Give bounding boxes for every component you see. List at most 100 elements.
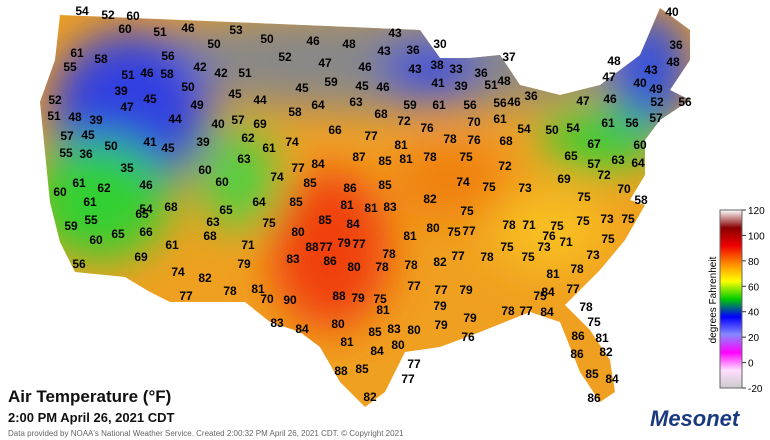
temperature-label: 77 (566, 282, 580, 296)
temperature-label: 56 (463, 98, 477, 112)
temperature-label: 79 (237, 257, 251, 271)
temperature-label: 86 (343, 181, 357, 195)
temperature-label: 61 (262, 141, 276, 155)
temperature-label: 57 (60, 129, 74, 143)
temperature-label: 58 (94, 52, 108, 66)
temperature-label: 81 (340, 335, 354, 349)
temperature-label: 64 (311, 98, 325, 112)
temperature-label: 78 (423, 150, 437, 164)
temperature-label: 63 (611, 153, 625, 167)
temperature-label: 43 (408, 62, 422, 76)
temperature-label: 75 (601, 232, 615, 246)
temperature-label: 84 (370, 344, 384, 358)
temperature-label: 86 (570, 347, 584, 361)
temperature-label: 49 (649, 82, 663, 96)
temperature-label: 45 (355, 79, 369, 93)
temperature-label: 46 (376, 80, 390, 94)
temperature-label: 45 (228, 87, 242, 101)
temperature-label: 65 (135, 207, 149, 221)
temperature-label: 36 (406, 43, 420, 57)
temperature-label: 66 (328, 123, 342, 137)
temperature-label: 78 (404, 258, 418, 272)
temperature-label: 56 (678, 95, 692, 109)
temperature-label: 61 (83, 195, 97, 209)
temperature-label: 69 (134, 250, 148, 264)
temperature-label: 75 (460, 204, 474, 218)
temperature-label: 50 (181, 80, 195, 94)
temperature-label: 56 (493, 96, 507, 110)
temperature-label: 52 (650, 95, 664, 109)
temperature-label: 46 (603, 92, 617, 106)
temperature-label: 75 (500, 240, 514, 254)
temperature-label: 64 (631, 156, 645, 170)
temperature-label: 54 (517, 122, 531, 136)
temperature-label: 52 (278, 50, 292, 64)
temperature-label: 41 (431, 76, 445, 90)
temperature-label: 82 (423, 192, 437, 206)
temperature-label: 30 (433, 37, 447, 51)
temperature-label: 73 (537, 240, 551, 254)
temperature-label: 71 (559, 235, 573, 249)
temperature-label: 55 (84, 213, 98, 227)
temperature-label: 59 (324, 75, 338, 89)
legend-title: degrees Fahrenheit (708, 256, 719, 343)
temperature-label: 46 (181, 21, 195, 35)
temperature-label: 50 (545, 123, 559, 137)
temperature-label: 78 (501, 304, 515, 318)
temperature-label: 85 (355, 362, 369, 376)
temperature-label: 74 (270, 170, 284, 184)
temperature-label: 40 (633, 76, 647, 90)
temperature-label: 84 (540, 305, 554, 319)
legend-tick-label: 20 (748, 333, 760, 344)
temperature-label: 51 (238, 66, 252, 80)
temperature-label: 62 (97, 181, 111, 195)
temperature-label: 73 (600, 212, 614, 226)
temperature-label: 81 (340, 198, 354, 212)
temperature-label: 72 (597, 168, 611, 182)
temperature-label: 86 (571, 329, 585, 343)
temperature-label: 81 (364, 201, 378, 215)
temperature-label: 47 (120, 100, 134, 114)
temperature-label: 71 (522, 218, 536, 232)
temperature-label: 74 (456, 175, 470, 189)
temperature-label: 77 (291, 161, 305, 175)
temperature-label: 48 (607, 54, 621, 68)
temperature-label: 65 (219, 203, 233, 217)
temperature-label: 77 (179, 289, 193, 303)
temperature-label: 78 (382, 247, 396, 261)
temperature-label: 48 (497, 74, 511, 88)
temperature-label: 63 (206, 215, 220, 229)
temperature-label: 36 (79, 147, 93, 161)
temperature-label: 88 (305, 240, 319, 254)
temperature-label: 76 (461, 330, 475, 344)
temperature-label: 45 (295, 81, 309, 95)
temperature-label: 84 (311, 157, 325, 171)
temperature-label: 85 (368, 325, 382, 339)
temperature-label: 68 (499, 134, 513, 148)
temperature-label: 61 (70, 46, 84, 60)
temperature-label: 58 (288, 105, 302, 119)
temperature-label: 60 (118, 22, 132, 36)
temperature-label: 36 (524, 89, 538, 103)
temperature-label: 77 (352, 237, 366, 251)
temperature-label: 39 (196, 135, 210, 149)
temperature-label: 50 (207, 37, 221, 51)
temperature-label: 83 (270, 316, 284, 330)
temperature-label: 69 (557, 172, 571, 186)
temperature-label: 85 (378, 178, 392, 192)
temperature-label: 75 (373, 292, 387, 306)
temperature-label: 77 (319, 240, 333, 254)
temperature-label: 54 (566, 121, 580, 135)
temperature-label: 81 (376, 303, 390, 317)
temperature-label: 51 (153, 25, 167, 39)
temperature-label: 75 (576, 214, 590, 228)
temperature-label: 88 (334, 364, 348, 378)
legend-tick-label: 80 (748, 257, 760, 268)
temperature-label: 42 (193, 60, 207, 74)
temperature-label: 56 (625, 116, 639, 130)
brand: Mesonet (650, 406, 741, 431)
temperature-label: 77 (407, 279, 421, 293)
temperature-label: 85 (303, 176, 317, 190)
temperature-label: 39 (454, 79, 468, 93)
temperature-label: 39 (89, 113, 103, 127)
